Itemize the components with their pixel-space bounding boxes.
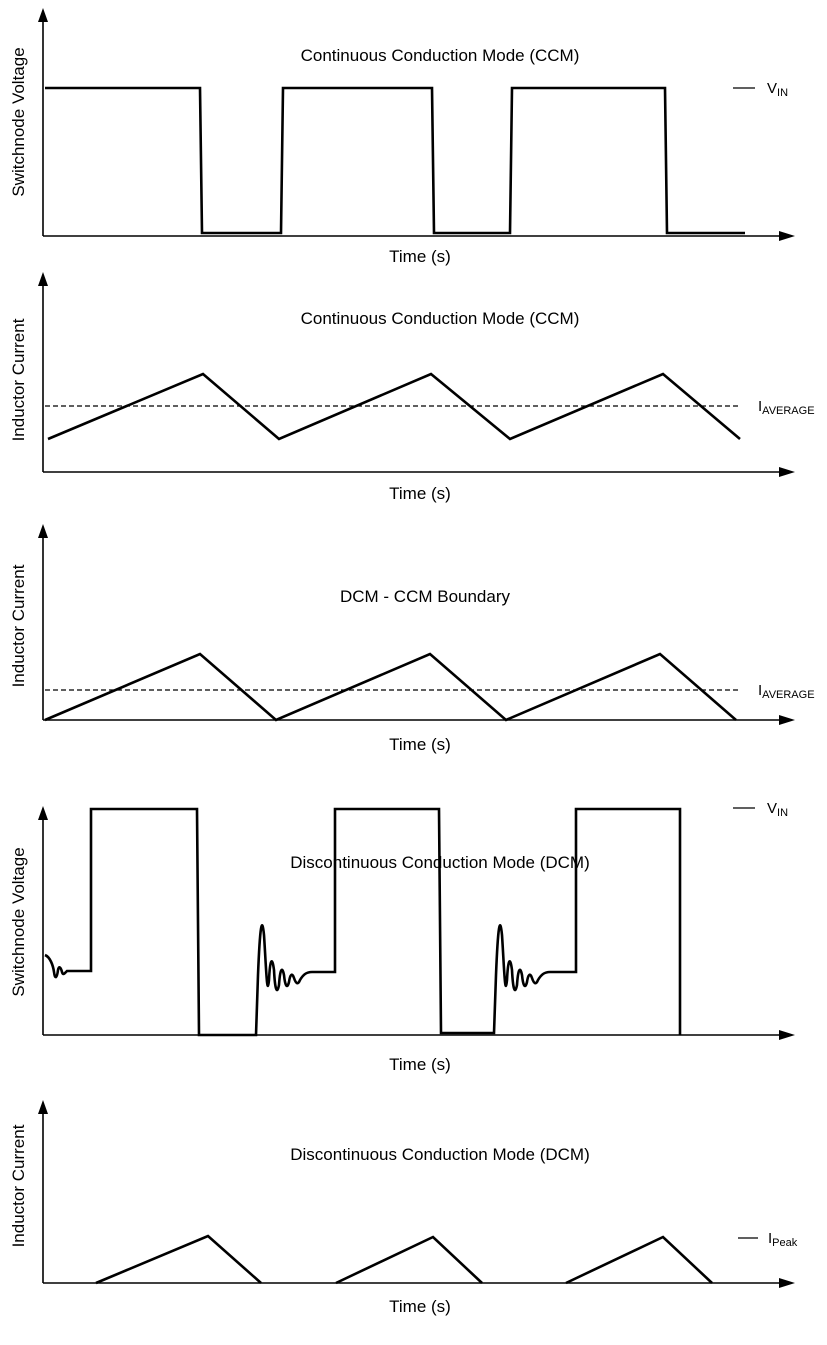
x-axis-label: Time (s) [389, 484, 451, 503]
switchnode-waveform [44, 807, 682, 1037]
panel-dcm-switchnode: VIN Discontinuous Conduction Mode (DCM) … [9, 800, 795, 1074]
panel-title: Discontinuous Conduction Mode (DCM) [290, 853, 590, 872]
y-axis-label: Inductor Current [9, 318, 28, 441]
panel-title: Discontinuous Conduction Mode (DCM) [290, 1145, 590, 1164]
panel-title: Continuous Conduction Mode (CCM) [301, 309, 580, 328]
x-axis-arrow [779, 467, 795, 477]
x-axis-arrow [779, 231, 795, 241]
x-axis-arrow [779, 1278, 795, 1288]
iaverage-marker-label: IAVERAGE [758, 398, 815, 417]
iaverage-marker-label: IAVERAGE [758, 682, 815, 701]
y-axis-arrow [38, 272, 48, 286]
ipeak-marker-label: IPeak [768, 1230, 798, 1249]
switchnode-waveform [45, 86, 745, 235]
inductor-current-waveform [95, 1234, 713, 1285]
panel-ccm-current: IAVERAGE Continuous Conduction Mode (CCM… [9, 272, 815, 503]
inductor-current-waveform [47, 372, 741, 441]
panel-boundary-current: IAVERAGE DCM - CCM Boundary Time (s) Ind… [9, 524, 815, 754]
y-axis-arrow [38, 524, 48, 538]
y-axis-arrow [38, 806, 48, 820]
vin-marker-label: VIN [767, 80, 788, 99]
x-axis-label: Time (s) [389, 1055, 451, 1074]
x-axis-arrow [779, 1030, 795, 1040]
inductor-current-waveform [44, 652, 737, 722]
panel-title: DCM - CCM Boundary [340, 587, 511, 606]
y-axis-arrow [38, 1100, 48, 1114]
y-axis-label: Switchnode Voltage [9, 47, 28, 196]
y-axis-label: Inductor Current [9, 1124, 28, 1247]
panel-dcm-current: IPeak Discontinuous Conduction Mode (DCM… [9, 1100, 798, 1316]
y-axis-label: Inductor Current [9, 564, 28, 687]
panel-ccm-switchnode: VIN Continuous Conduction Mode (CCM) Tim… [9, 8, 795, 266]
x-axis-label: Time (s) [389, 1297, 451, 1316]
x-axis-label: Time (s) [389, 735, 451, 754]
y-axis-arrow [38, 8, 48, 22]
panel-title: Continuous Conduction Mode (CCM) [301, 46, 580, 65]
vin-marker-label: VIN [767, 800, 788, 819]
x-axis-arrow [779, 715, 795, 725]
x-axis-label: Time (s) [389, 247, 451, 266]
y-axis-label: Switchnode Voltage [9, 847, 28, 996]
